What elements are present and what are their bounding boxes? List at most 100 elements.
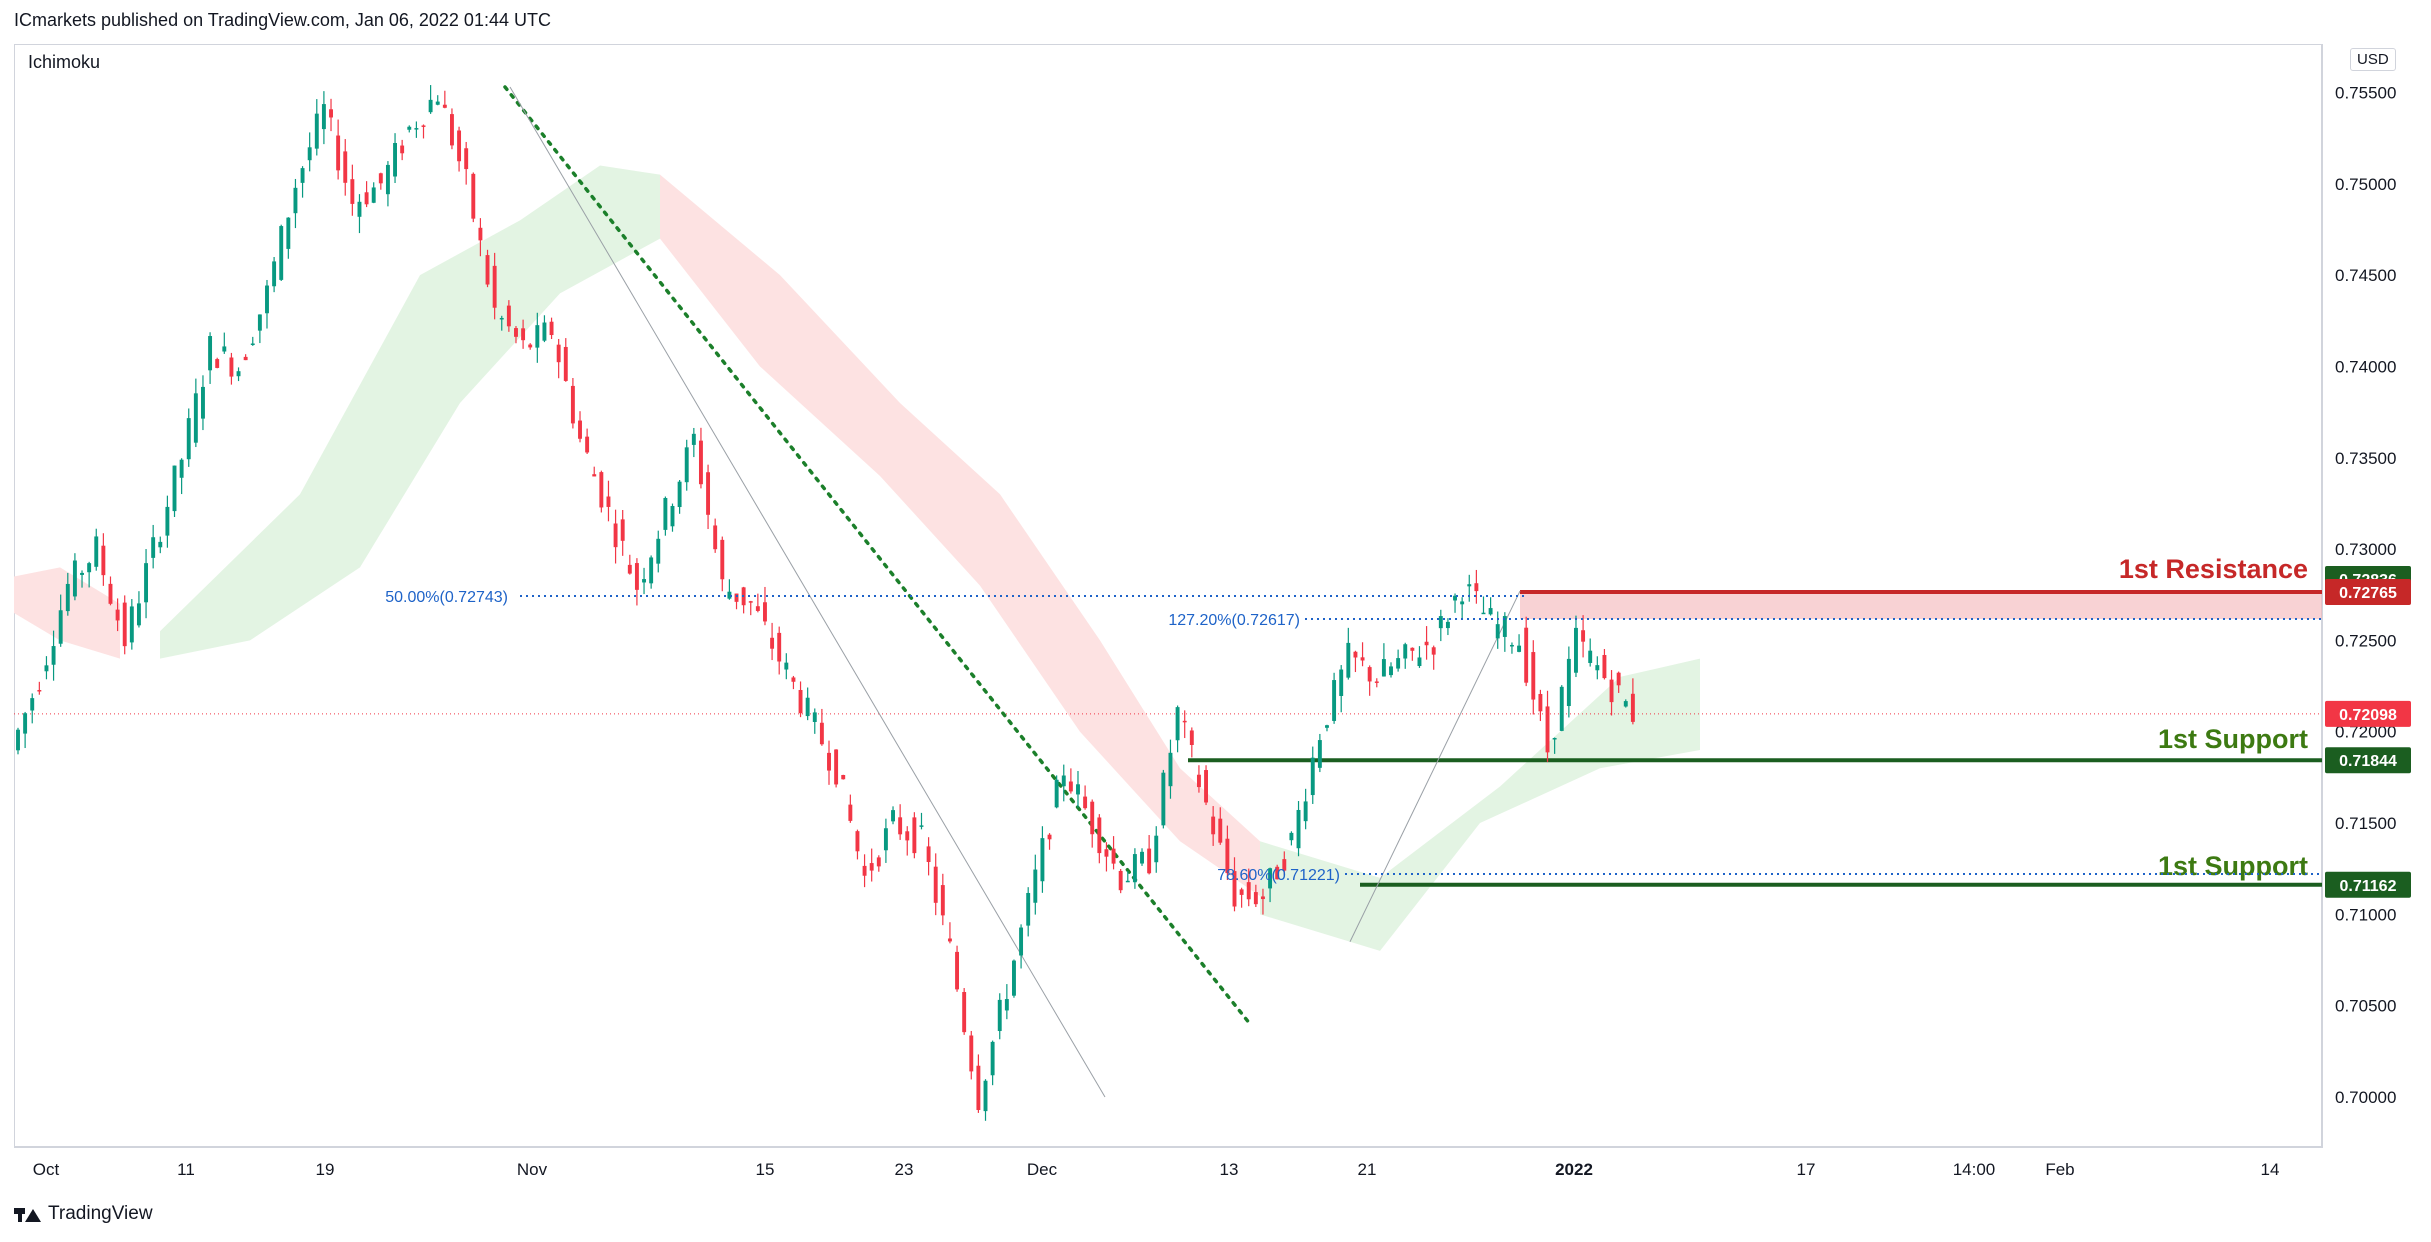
- price-badge-label: 0.71162: [2340, 878, 2397, 895]
- candle-body: [1182, 720, 1187, 723]
- candle-body: [499, 317, 504, 320]
- support-label: 1st Support: [2158, 724, 2308, 754]
- candle-body: [599, 472, 604, 508]
- candle-body: [243, 356, 248, 361]
- candle-body: [819, 722, 824, 745]
- candle-body: [485, 255, 490, 285]
- price-tick-label: 0.74500: [2335, 266, 2396, 285]
- price-badge: [2325, 700, 2411, 727]
- candle-body: [1232, 871, 1237, 907]
- candle-body: [236, 371, 241, 377]
- candle-body: [336, 135, 341, 171]
- time-tick-label: 23: [895, 1160, 914, 1179]
- price-badge: [2325, 579, 2411, 605]
- candle-body: [1310, 757, 1315, 796]
- candle-body: [94, 536, 99, 567]
- candle-body: [407, 126, 412, 130]
- candle-body: [1296, 809, 1301, 849]
- candle-body: [563, 346, 568, 381]
- candle-body: [535, 325, 540, 348]
- candle-body: [1196, 774, 1201, 788]
- price-tick-label: 0.70000: [2335, 1088, 2396, 1107]
- candle-body: [101, 545, 106, 576]
- time-tick-label: 19: [316, 1160, 335, 1179]
- candle-body: [613, 523, 618, 548]
- candle-body: [1396, 658, 1401, 669]
- candle-body: [1346, 642, 1351, 678]
- time-tick-label: 13: [1220, 1160, 1239, 1179]
- candle-body: [442, 104, 447, 108]
- candle-body: [257, 314, 262, 331]
- candle-body: [1161, 772, 1166, 826]
- time-tick-label: 15: [756, 1160, 775, 1179]
- candle-body: [1431, 647, 1436, 655]
- candles: [16, 85, 1635, 1121]
- candle-body: [585, 436, 590, 453]
- footer-brand[interactable]: TradingView: [14, 1203, 153, 1225]
- time-axis-divider: [14, 1146, 2322, 1147]
- candle-body: [841, 775, 846, 780]
- candle-body: [798, 689, 803, 714]
- price-axis: 0.75500 0.75000 0.74500 0.74000 0.73500 0.730…: [2335, 83, 2396, 1107]
- candle-body: [514, 328, 518, 337]
- candle-body: [812, 712, 817, 722]
- candle-body: [1111, 848, 1116, 864]
- candle-body: [926, 846, 931, 863]
- candle-body: [193, 393, 198, 443]
- currency-label[interactable]: USD: [2350, 48, 2396, 71]
- candle-body: [1104, 849, 1109, 857]
- candle-body: [1132, 854, 1137, 883]
- candle-body: [1175, 707, 1180, 741]
- candle-body: [158, 541, 163, 548]
- candle-body: [883, 828, 888, 851]
- candle-body: [1609, 679, 1614, 703]
- price-tick-label: 0.75000: [2335, 175, 2396, 194]
- candle-body: [1325, 725, 1329, 728]
- time-tick-label: Feb: [2045, 1160, 2074, 1179]
- candle-body: [670, 505, 675, 527]
- publisher-header: ICmarkets published on TradingView.com, …: [14, 10, 551, 30]
- candle-body: [1453, 595, 1457, 601]
- candle-body: [1538, 693, 1543, 712]
- candle-body: [862, 865, 867, 876]
- candle-body: [684, 447, 689, 483]
- candle-body: [1004, 999, 1009, 1011]
- candle-body: [1517, 645, 1522, 652]
- candle-body: [578, 420, 582, 439]
- candle-body: [1076, 784, 1080, 795]
- time-tick-label: 21: [1358, 1160, 1377, 1179]
- candle-body: [969, 1035, 974, 1072]
- candle-body: [1033, 869, 1038, 903]
- price-tick-label: 0.74000: [2335, 357, 2396, 376]
- candle-body: [940, 885, 945, 916]
- candle-body: [108, 583, 113, 604]
- ichimoku-cloud-bear: [660, 174, 1260, 897]
- candle-body: [727, 591, 732, 599]
- candle-body: [891, 810, 895, 822]
- price-tick-label: 0.72500: [2335, 631, 2396, 650]
- resistance-label: 1st Resistance: [2119, 554, 2308, 584]
- price-tick-label: 0.75500: [2335, 83, 2396, 102]
- indicator-label-ichimoku[interactable]: Ichimoku: [28, 52, 101, 72]
- price-tick-label: 0.72000: [2335, 723, 2396, 742]
- candle-body: [51, 646, 56, 665]
- candle-body: [642, 579, 646, 583]
- candle-body: [1097, 817, 1102, 854]
- candle-body: [492, 265, 497, 308]
- candle-body: [691, 433, 696, 445]
- candle-body: [1559, 686, 1564, 731]
- candle-body: [1253, 892, 1258, 905]
- ichimoku-cloud-bull: [1260, 658, 1700, 951]
- time-tick-label: Nov: [517, 1160, 548, 1179]
- candle-body: [272, 261, 277, 287]
- candle-body: [869, 863, 874, 871]
- time-tick-label: 11: [177, 1160, 195, 1179]
- candle-body: [1524, 627, 1529, 683]
- candle-body: [997, 999, 1002, 1032]
- candle-body: [1403, 644, 1408, 659]
- candle-body: [1218, 818, 1223, 843]
- candle-body: [1360, 657, 1365, 661]
- candle-body: [371, 187, 376, 203]
